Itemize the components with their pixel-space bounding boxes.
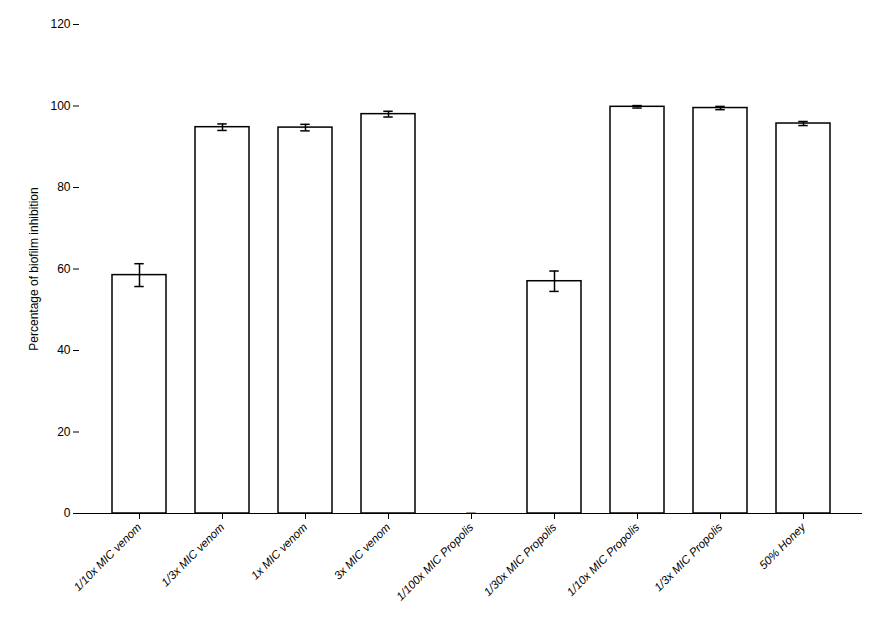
svg-text:120: 120 [50, 17, 70, 31]
svg-text:1/3x MIC Propolis: 1/3x MIC Propolis [652, 521, 725, 594]
svg-text:1/3x MIC venom: 1/3x MIC venom [159, 521, 227, 589]
svg-text:Percentage of biofilm inhibiti: Percentage of biofilm inhibition [27, 187, 41, 350]
svg-text:40: 40 [57, 343, 71, 357]
svg-text:1/30x MIC Propolis: 1/30x MIC Propolis [481, 521, 558, 598]
svg-text:60: 60 [57, 262, 71, 276]
svg-text:1/10x MIC Propolis: 1/10x MIC Propolis [564, 521, 641, 598]
svg-text:80: 80 [57, 180, 71, 194]
svg-text:1/10x MIC venom: 1/10x MIC venom [71, 521, 144, 594]
svg-text:1/100x MIC Propolis: 1/100x MIC Propolis [394, 521, 476, 603]
svg-text:50% Honey: 50% Honey [757, 520, 808, 571]
svg-text:20: 20 [57, 425, 71, 439]
svg-text:100: 100 [50, 99, 70, 113]
svg-text:0: 0 [64, 506, 71, 520]
svg-text:3x MIC venom: 3x MIC venom [332, 521, 393, 582]
svg-text:1x MIC venom: 1x MIC venom [249, 521, 310, 582]
